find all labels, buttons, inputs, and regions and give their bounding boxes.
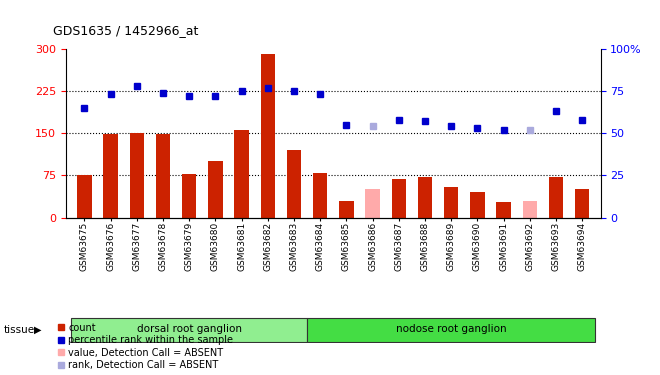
Text: ▶: ▶ <box>34 325 42 335</box>
Bar <box>71 318 307 342</box>
Legend: count, percentile rank within the sample, value, Detection Call = ABSENT, rank, : count, percentile rank within the sample… <box>57 323 234 370</box>
Bar <box>575 189 589 217</box>
Bar <box>208 161 222 218</box>
Bar <box>366 189 380 217</box>
Bar <box>234 130 249 218</box>
Bar <box>156 134 170 218</box>
Text: GDS1635 / 1452966_at: GDS1635 / 1452966_at <box>53 24 198 38</box>
Bar <box>313 172 327 217</box>
Text: dorsal root ganglion: dorsal root ganglion <box>137 324 242 334</box>
Bar <box>391 179 406 218</box>
Bar <box>339 201 354 217</box>
Bar <box>307 318 595 342</box>
Text: tissue: tissue <box>3 325 34 335</box>
Bar <box>182 174 197 217</box>
Bar <box>470 192 484 217</box>
Bar <box>523 201 537 217</box>
Bar <box>104 134 117 218</box>
Bar <box>77 176 92 217</box>
Bar <box>287 150 301 217</box>
Text: nodose root ganglion: nodose root ganglion <box>396 324 506 334</box>
Bar <box>444 187 459 218</box>
Bar <box>496 202 511 217</box>
Bar <box>129 133 144 218</box>
Bar <box>549 177 563 218</box>
Bar <box>261 54 275 217</box>
Bar <box>418 177 432 218</box>
